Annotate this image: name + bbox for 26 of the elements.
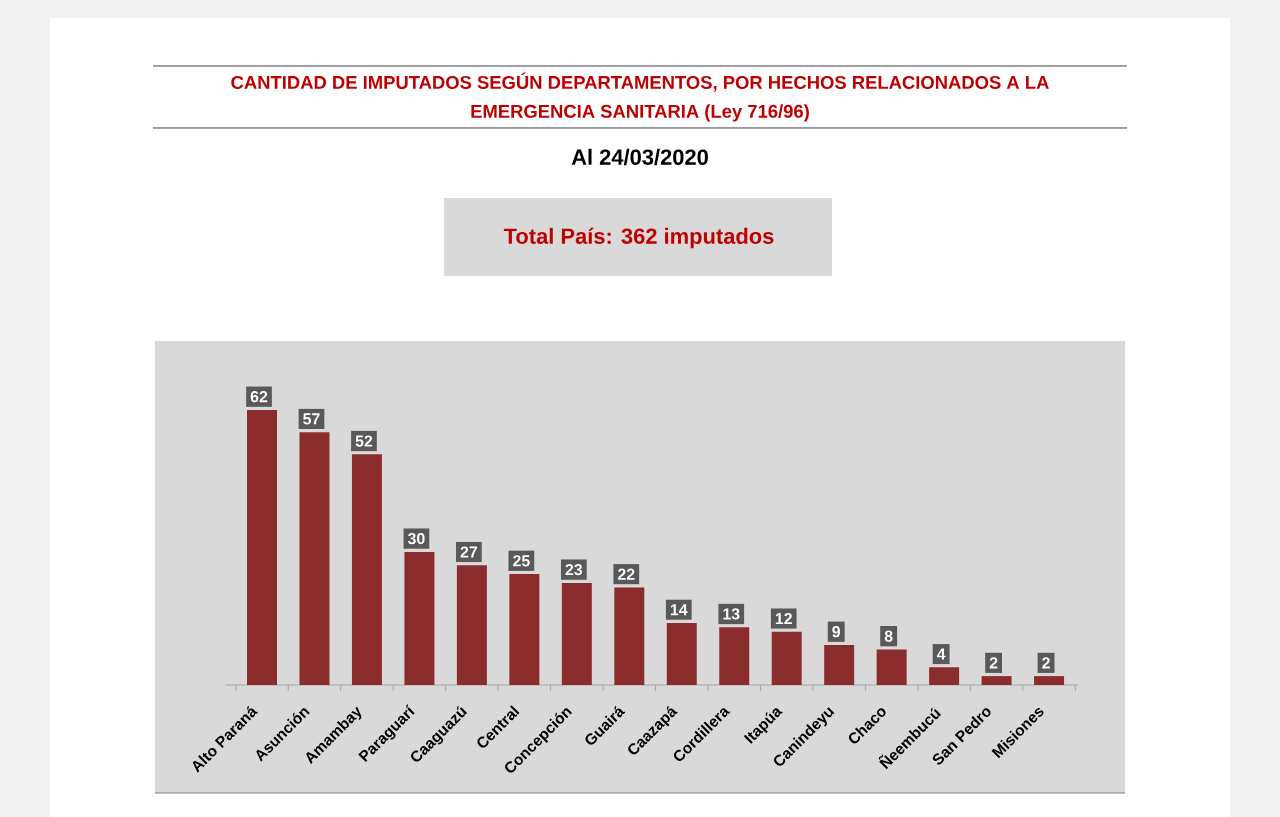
data-label: 25 [513,555,530,567]
data-label: 27 [460,546,478,558]
text: Total País: 362 imputados [503,227,774,249]
data-label: 2 [989,657,998,669]
data-label: 14 [670,604,688,616]
data-label: 13 [723,608,740,620]
data-label: 12 [775,612,792,625]
bar [456,565,487,685]
data-label: 9 [832,626,841,638]
bar [509,574,540,685]
data-label: 2 [1042,657,1050,669]
bar [981,676,1012,685]
data-label: 4 [936,648,946,660]
chart-title: CANTIDAD DE IMPUTADOS SEGÚN DEPARTAMENTOS, POR HECHOS RELACIONADOS A LA EMERGENCIA SANITARIA (Ley 716/96) [231,72,1049,122]
data-label: 30 [407,532,425,545]
bar [299,432,330,685]
bar [824,645,855,685]
data-label: 52 [355,435,373,447]
chart-subtitle: Al 24/03/2020 [571,148,708,166]
bar [1034,676,1065,685]
data-label: 23 [565,563,583,576]
data-label: 62 [250,391,268,403]
bar [247,410,278,685]
data-label: 57 [303,413,320,425]
data-label: 22 [617,568,635,580]
data-label: 8 [884,630,893,642]
